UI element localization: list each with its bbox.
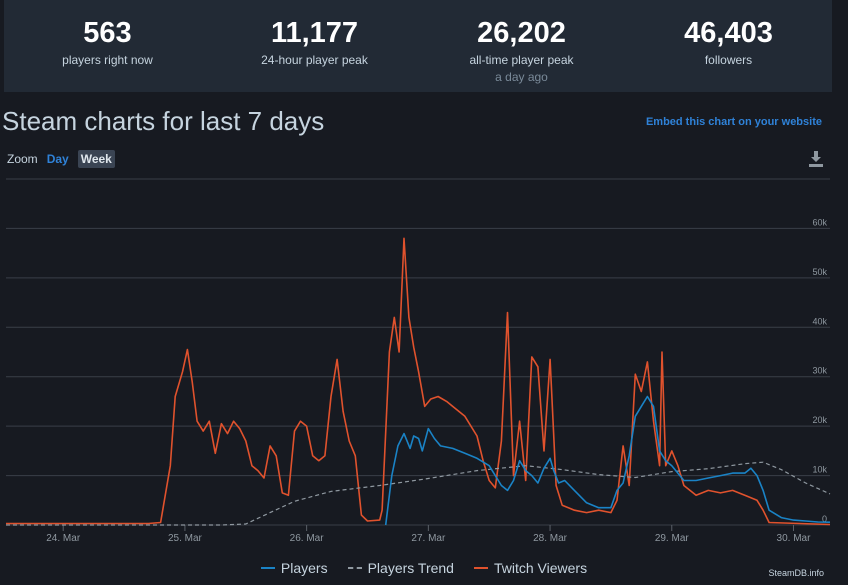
zoom-controls: Zoom Day Week	[7, 150, 115, 168]
legend-twitch-viewers[interactable]: Twitch Viewers	[473, 560, 588, 576]
zoom-week-button[interactable]: Week	[77, 150, 115, 168]
stat-label: players right now	[62, 53, 153, 67]
stat-followers: 46,403 followers	[625, 0, 832, 92]
series-line-players	[384, 395, 831, 526]
legend-players[interactable]: Players	[260, 560, 328, 576]
legend-players-swatch	[260, 567, 275, 569]
stat-label: followers	[704, 53, 753, 67]
x-tick-label: 24. Mar	[46, 533, 81, 544]
legend-trend-label: Players Trend	[367, 560, 454, 576]
y-tick-label: 10k	[812, 465, 827, 475]
credit-label: SteamDB.info	[768, 568, 824, 578]
y-tick-label: 30k	[812, 366, 827, 376]
stat-value: 11,177	[270, 17, 359, 49]
zoom-label: Zoom	[7, 152, 38, 166]
legend-players-trend[interactable]: Players Trend	[347, 560, 454, 576]
page-title: Steam charts for last 7 days	[2, 106, 325, 136]
x-tick-label: 30. Mar	[777, 533, 812, 544]
stat-all-time-peak: 26,202 all-time player peak a day ago	[418, 0, 625, 92]
chart-legend: Players Players Trend Twitch Viewers	[0, 560, 848, 576]
zoom-day-button[interactable]: Day	[46, 152, 69, 166]
y-tick-label: 50k	[812, 267, 827, 277]
legend-trend-swatch	[347, 567, 362, 569]
x-tick-label: 27. Mar	[411, 533, 446, 544]
x-tick-label: 28. Mar	[533, 533, 568, 544]
stat-value: 26,202	[477, 17, 566, 49]
stat-value: 46,403	[684, 17, 773, 49]
y-tick-label: 40k	[812, 316, 827, 326]
y-tick-label: 0	[822, 514, 827, 524]
legend-twitch-label: Twitch Viewers	[493, 560, 588, 576]
stat-24h-peak: 11,177 24-hour player peak	[211, 0, 418, 92]
series-line-twitch-viewers	[6, 237, 831, 526]
stat-players-now: 563 players right now	[4, 0, 211, 92]
x-tick-label: 29. Mar	[655, 533, 690, 544]
x-tick-label: 25. Mar	[168, 533, 203, 544]
stat-sublabel: a day ago	[495, 70, 548, 84]
series-line-players-trend	[6, 461, 831, 526]
y-tick-label: 60k	[812, 217, 827, 227]
stat-label: all-time player peak	[469, 53, 574, 67]
download-icon[interactable]	[808, 150, 824, 168]
legend-twitch-swatch	[473, 567, 488, 569]
embed-chart-link[interactable]: Embed this chart on your website	[645, 116, 822, 128]
legend-players-label: Players	[280, 560, 328, 576]
stats-bar: 563 players right now 11,177 24-hour pla…	[4, 0, 832, 92]
steam-chart: 0 10k 20k 30k 40k 50k 60k 24. Mar 25. Mar 26. Mar…	[6, 178, 831, 544]
y-tick-label: 20k	[812, 415, 827, 425]
stat-value: 563	[83, 17, 132, 49]
x-tick-label: 26. Mar	[290, 533, 325, 544]
stat-label: 24-hour player peak	[261, 53, 368, 67]
